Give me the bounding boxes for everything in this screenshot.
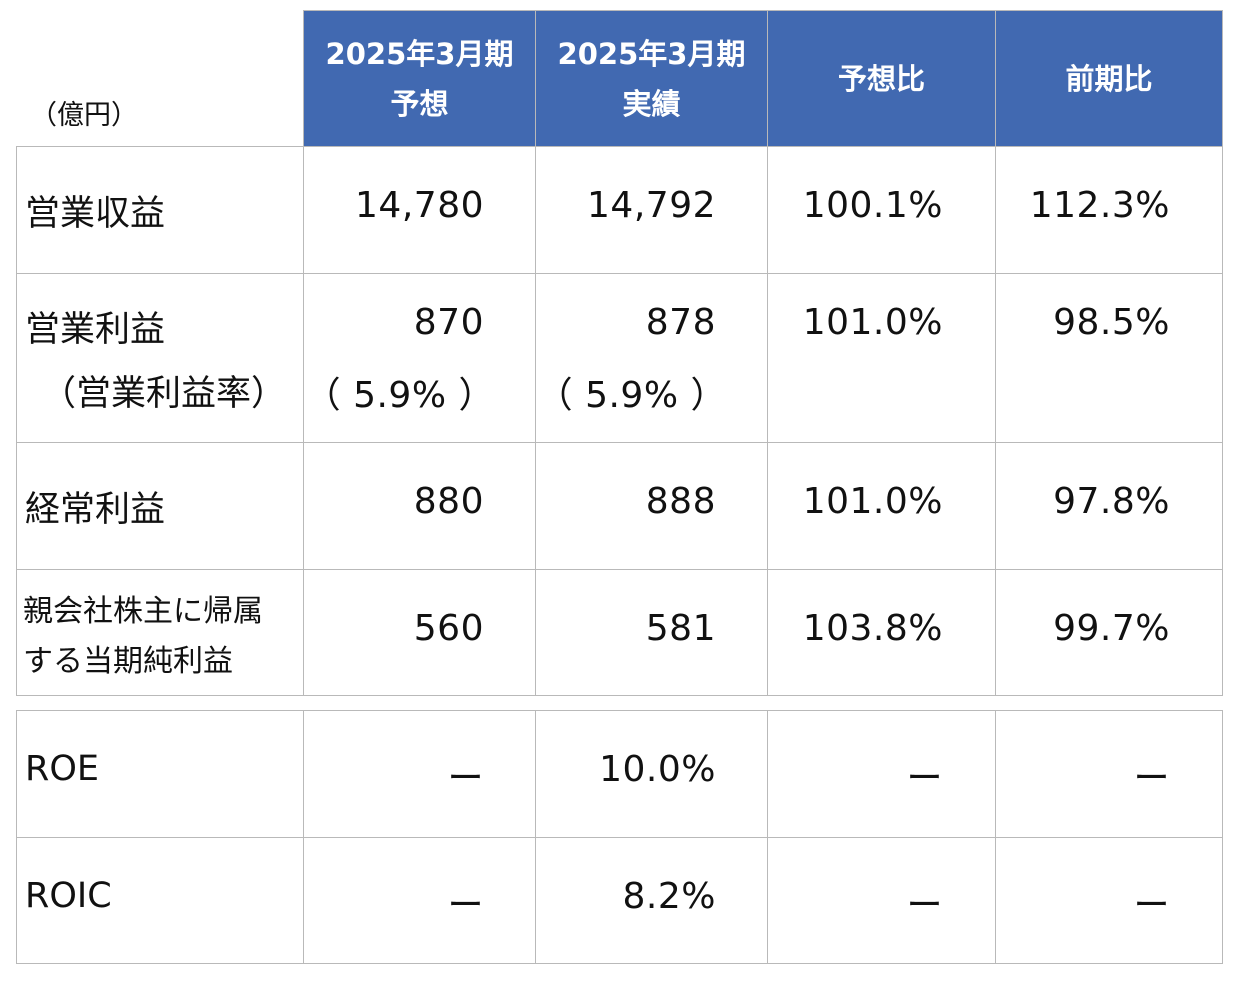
yoy-value: 97.8%	[1053, 481, 1170, 522]
table-cell-actual: 14,792	[535, 146, 768, 274]
vs-forecast-value: 103.8%	[802, 608, 943, 649]
table-row-label-cell: 営業収益	[16, 146, 304, 274]
row-label: 親会社株主に帰属	[23, 594, 263, 629]
table-cell-forecast: 560	[303, 569, 536, 696]
row-label-line2: する当期純利益	[23, 644, 233, 679]
table-cell-yoy: 98.5%	[995, 273, 1223, 443]
vs-forecast-value: 100.1%	[802, 185, 943, 226]
table-cell-actual: 888	[535, 442, 768, 570]
header-actual-label: 実績	[622, 86, 681, 121]
forecast-value: 560	[413, 608, 484, 649]
table-row-label-cell: ROE	[16, 710, 304, 838]
actual-value: 14,792	[587, 185, 716, 226]
vs-forecast-value: 101.0%	[802, 481, 943, 522]
table-cell-vs-forecast: 103.8%	[767, 569, 996, 696]
row-sublabel: （営業利益率）	[41, 374, 287, 414]
actual-value: 10.0%	[599, 749, 716, 790]
table-cell-vs-forecast: 100.1%	[767, 146, 996, 274]
header-forecast: 2025年3月期 予想	[303, 10, 536, 147]
table-cell-yoy: 97.8%	[995, 442, 1223, 570]
table-cell-forecast: 880	[303, 442, 536, 570]
actual-value: 878	[645, 302, 716, 343]
table-row-label-cell: 営業利益 （営業利益率）	[16, 273, 304, 443]
actual-value: 8.2%	[622, 876, 716, 917]
header-vs-forecast-label: 予想比	[837, 61, 925, 96]
table-cell-actual: 10.0%	[535, 710, 768, 838]
unit-label: （億円）	[30, 100, 138, 131]
yoy-value: 99.7%	[1053, 608, 1170, 649]
table-cell-yoy: 99.7%	[995, 569, 1223, 696]
table-row-label-cell: ROIC	[16, 837, 304, 964]
actual-value: 581	[645, 608, 716, 649]
header-forecast-label: 予想	[390, 86, 449, 121]
table-cell-forecast: ー	[303, 837, 536, 964]
header-forecast-period: 2025年3月期	[325, 36, 514, 71]
table-cell-forecast: 14,780	[303, 146, 536, 274]
table-cell-forecast: 870 （ 5.9% ）	[303, 273, 536, 443]
table-cell-vs-forecast: ー	[767, 710, 996, 838]
forecast-margin: （ 5.9% ）	[304, 375, 495, 416]
yoy-value: 98.5%	[1053, 302, 1170, 343]
row-label: 経常利益	[25, 490, 166, 530]
table-row-label-cell: 親会社株主に帰属 する当期純利益	[16, 569, 304, 696]
forecast-value: 870	[413, 302, 484, 343]
header-yoy: 前期比	[995, 10, 1223, 147]
yoy-value: 112.3%	[1029, 185, 1170, 226]
table-cell-vs-forecast: 101.0%	[767, 442, 996, 570]
table-cell-yoy: 112.3%	[995, 146, 1223, 274]
table-cell-yoy: ー	[995, 837, 1223, 964]
table-cell-forecast: ー	[303, 710, 536, 838]
table-cell-actual: 8.2%	[535, 837, 768, 964]
vs-forecast-value: ー	[906, 758, 943, 799]
actual-margin: （ 5.9% ）	[536, 375, 727, 416]
vs-forecast-value: 101.0%	[802, 302, 943, 343]
table-cell-vs-forecast: ー	[767, 837, 996, 964]
yoy-value: ー	[1133, 758, 1170, 799]
table-cell-yoy: ー	[995, 710, 1223, 838]
forecast-value: ー	[447, 758, 484, 799]
header-vs-forecast: 予想比	[767, 10, 996, 147]
row-label: 営業利益	[25, 310, 166, 350]
header-actual: 2025年3月期 実績	[535, 10, 768, 147]
row-label: ROE	[25, 749, 99, 789]
vs-forecast-value: ー	[906, 885, 943, 926]
forecast-value: ー	[447, 885, 484, 926]
forecast-value: 880	[413, 481, 484, 522]
actual-value: 888	[645, 481, 716, 522]
row-label: ROIC	[25, 876, 112, 916]
row-label: 営業収益	[25, 194, 166, 234]
table-cell-actual: 878 （ 5.9% ）	[535, 273, 768, 443]
forecast-value: 14,780	[355, 185, 484, 226]
table-cell-actual: 581	[535, 569, 768, 696]
header-yoy-label: 前期比	[1065, 61, 1153, 96]
table-cell-vs-forecast: 101.0%	[767, 273, 996, 443]
table-row-label-cell: 経常利益	[16, 442, 304, 570]
yoy-value: ー	[1133, 885, 1170, 926]
header-actual-period: 2025年3月期	[557, 36, 746, 71]
